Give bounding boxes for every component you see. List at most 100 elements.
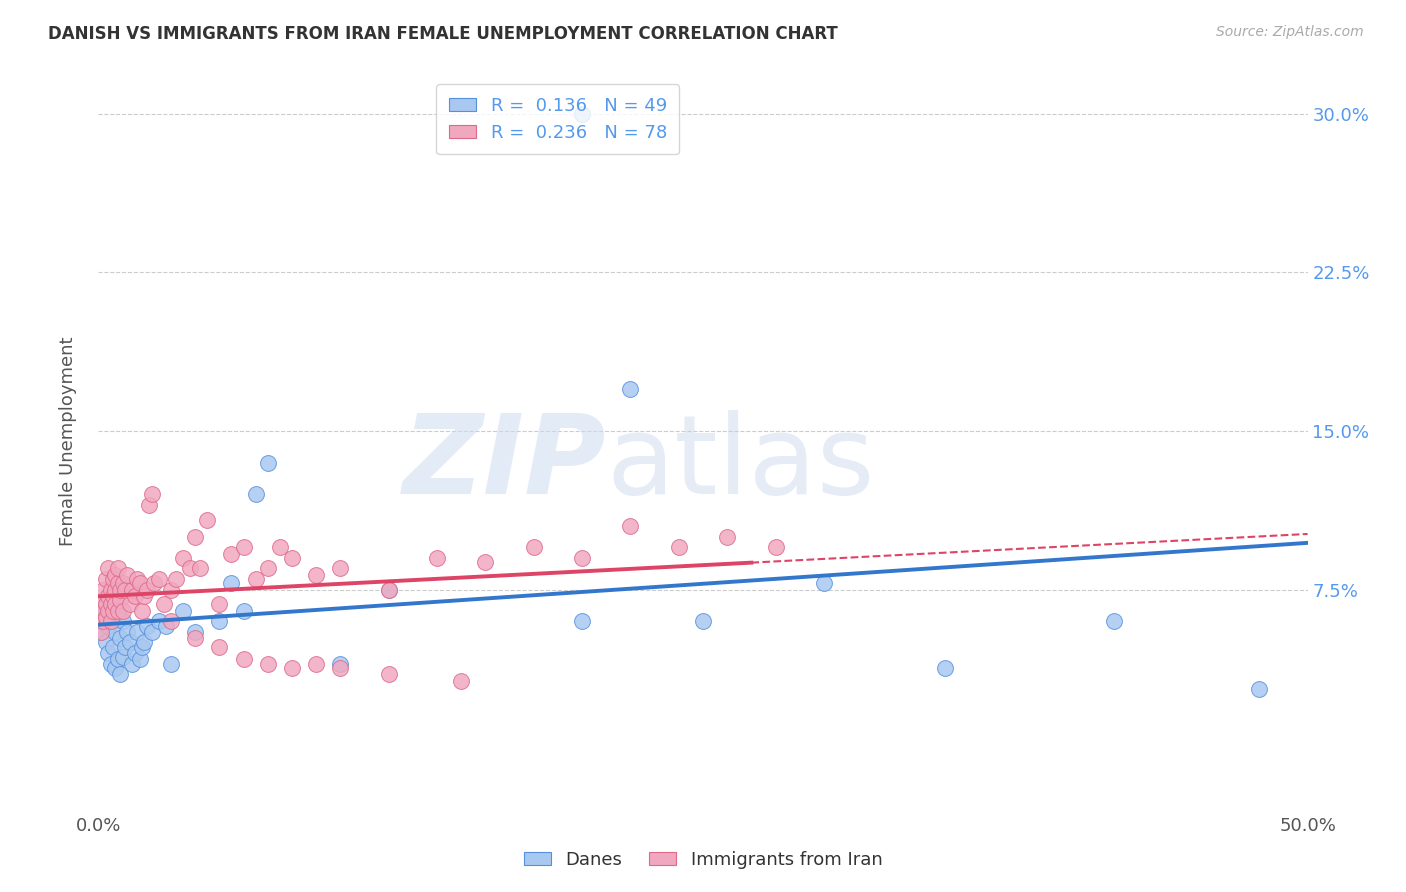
Point bbox=[281, 550, 304, 565]
Point bbox=[94, 572, 117, 586]
Point bbox=[305, 567, 328, 582]
Point bbox=[1249, 681, 1271, 696]
Point bbox=[188, 561, 211, 575]
Point bbox=[221, 547, 243, 561]
Point bbox=[107, 576, 129, 591]
Point bbox=[571, 615, 593, 629]
Point bbox=[329, 661, 352, 675]
Point bbox=[329, 657, 352, 671]
Point bbox=[208, 640, 231, 654]
Point bbox=[100, 582, 122, 597]
Point bbox=[124, 589, 146, 603]
Point bbox=[101, 604, 124, 618]
Point bbox=[141, 624, 163, 639]
Point bbox=[179, 561, 201, 575]
Point bbox=[101, 589, 124, 603]
Point bbox=[121, 657, 143, 671]
Point bbox=[256, 657, 278, 671]
Point bbox=[208, 615, 231, 629]
Point bbox=[107, 604, 129, 618]
Point bbox=[138, 498, 160, 512]
Point bbox=[135, 582, 157, 597]
Point bbox=[108, 667, 131, 681]
Point bbox=[221, 576, 243, 591]
Point bbox=[91, 615, 114, 629]
Point bbox=[118, 598, 141, 612]
Point bbox=[571, 106, 593, 120]
Point bbox=[128, 652, 150, 666]
Point bbox=[121, 582, 143, 597]
Point bbox=[184, 624, 207, 639]
Point bbox=[128, 576, 150, 591]
Point bbox=[111, 650, 134, 665]
Point bbox=[195, 513, 218, 527]
Point bbox=[269, 541, 291, 555]
Legend: Danes, Immigrants from Iran: Danes, Immigrants from Iran bbox=[516, 844, 890, 876]
Point bbox=[813, 576, 835, 591]
Point bbox=[107, 561, 129, 575]
Point bbox=[245, 487, 267, 501]
Point bbox=[100, 657, 122, 671]
Point bbox=[148, 572, 170, 586]
Point bbox=[107, 652, 129, 666]
Y-axis label: Female Unemployment: Female Unemployment bbox=[59, 337, 77, 546]
Point bbox=[232, 652, 254, 666]
Point bbox=[160, 582, 183, 597]
Point bbox=[108, 593, 131, 607]
Point bbox=[107, 604, 129, 618]
Point bbox=[100, 598, 122, 612]
Point bbox=[141, 487, 163, 501]
Point bbox=[131, 604, 153, 618]
Text: atlas: atlas bbox=[606, 410, 875, 517]
Point bbox=[104, 567, 127, 582]
Point bbox=[108, 632, 131, 646]
Point bbox=[152, 598, 174, 612]
Legend: R =  0.136   N = 49, R =  0.236   N = 78: R = 0.136 N = 49, R = 0.236 N = 78 bbox=[436, 84, 679, 154]
Point bbox=[160, 657, 183, 671]
Point bbox=[118, 635, 141, 649]
Point bbox=[148, 615, 170, 629]
Point bbox=[668, 541, 690, 555]
Point bbox=[523, 541, 546, 555]
Point bbox=[101, 572, 124, 586]
Point bbox=[108, 582, 131, 597]
Point bbox=[97, 604, 120, 618]
Point bbox=[692, 615, 714, 629]
Point bbox=[377, 582, 399, 597]
Point bbox=[127, 572, 149, 586]
Point bbox=[172, 604, 194, 618]
Point bbox=[97, 646, 120, 660]
Point bbox=[111, 604, 134, 618]
Point bbox=[329, 561, 352, 575]
Text: Source: ZipAtlas.com: Source: ZipAtlas.com bbox=[1216, 25, 1364, 39]
Point bbox=[135, 618, 157, 632]
Point bbox=[232, 541, 254, 555]
Point bbox=[114, 640, 136, 654]
Point bbox=[104, 661, 127, 675]
Point bbox=[97, 618, 120, 632]
Point bbox=[101, 640, 124, 654]
Point bbox=[117, 624, 139, 639]
Point bbox=[184, 632, 207, 646]
Point bbox=[90, 624, 112, 639]
Point bbox=[111, 576, 134, 591]
Point bbox=[94, 635, 117, 649]
Point bbox=[281, 661, 304, 675]
Point bbox=[256, 456, 278, 470]
Point bbox=[104, 582, 127, 597]
Point bbox=[155, 618, 177, 632]
Point bbox=[716, 530, 738, 544]
Point bbox=[134, 589, 156, 603]
Point bbox=[111, 615, 134, 629]
Point bbox=[571, 550, 593, 565]
Point bbox=[104, 624, 127, 639]
Point bbox=[134, 635, 156, 649]
Point bbox=[131, 640, 153, 654]
Point bbox=[117, 567, 139, 582]
Point bbox=[124, 646, 146, 660]
Point bbox=[100, 610, 122, 624]
Point bbox=[97, 589, 120, 603]
Point bbox=[232, 604, 254, 618]
Point bbox=[450, 673, 472, 688]
Point bbox=[100, 615, 122, 629]
